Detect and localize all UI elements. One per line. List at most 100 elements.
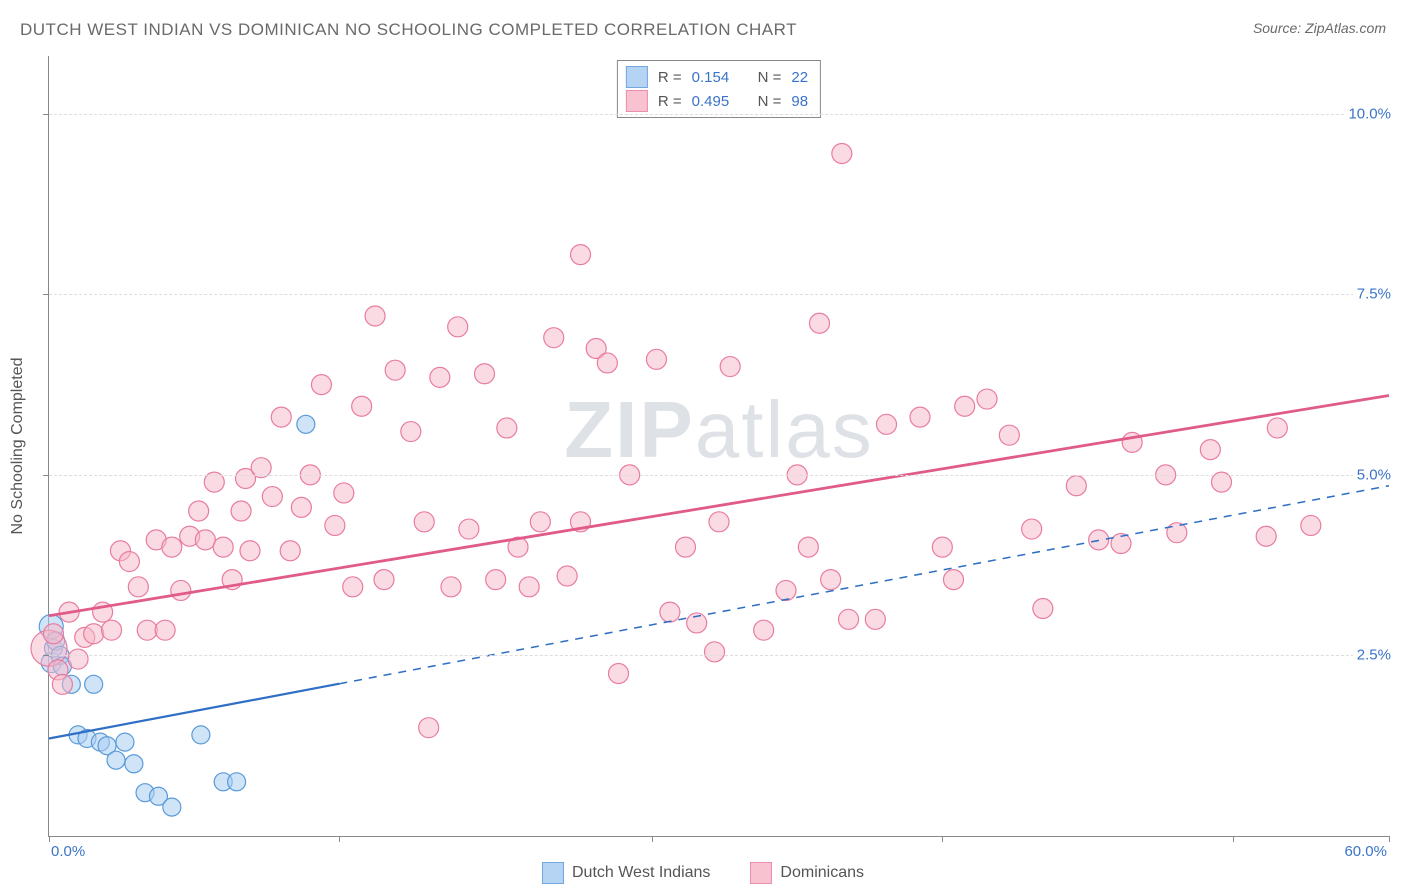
dominicans-point <box>798 537 818 557</box>
legend-label: Dominicans <box>780 864 864 882</box>
dominicans-point <box>189 501 209 521</box>
dominicans-point <box>486 570 506 590</box>
y-axis-label: No Schooling Completed <box>9 358 27 535</box>
dominicans-point <box>1066 476 1086 496</box>
dominicans-point <box>52 674 72 694</box>
dominicans-point <box>102 620 122 640</box>
dominicans-point <box>343 577 363 597</box>
dominicans-point <box>557 566 577 586</box>
xtick-mark <box>1233 836 1234 842</box>
dominicans-point <box>325 515 345 535</box>
dominicans-point <box>271 407 291 427</box>
dominicans-point <box>544 328 564 348</box>
dominicans-swatch-icon <box>750 862 772 884</box>
grid-line <box>49 294 1389 295</box>
dutch-swatch-icon <box>542 862 564 884</box>
dutch-point <box>125 755 143 773</box>
dominicans-point <box>839 609 859 629</box>
ytick-mark <box>43 655 49 656</box>
legend-row-dutch: R = 0.154 N = 22 <box>626 65 808 89</box>
dominicans-point <box>195 530 215 550</box>
dominicans-point <box>571 245 591 265</box>
dutch-r-value: 0.154 <box>692 69 748 86</box>
dominicans-point <box>821 570 841 590</box>
series-legend: Dutch West Indians Dominicans <box>542 862 864 884</box>
ytick-mark <box>43 114 49 115</box>
dominicans-point <box>832 144 852 164</box>
dominicans-point <box>119 552 139 572</box>
dominicans-point <box>137 620 157 640</box>
dominicans-point <box>334 483 354 503</box>
dominicans-point <box>475 364 495 384</box>
dutch-point <box>85 675 103 693</box>
dominicans-point <box>374 570 394 590</box>
dominicans-point <box>720 357 740 377</box>
dominicans-point <box>162 537 182 557</box>
dominicans-point <box>1033 599 1053 619</box>
dominicans-point <box>597 353 617 373</box>
dominicans-point <box>877 414 897 434</box>
dominicans-point <box>530 512 550 532</box>
dutch-point <box>297 415 315 433</box>
x-min-label: 0.0% <box>51 843 85 860</box>
dominicans-point <box>977 389 997 409</box>
x-max-label: 60.0% <box>1344 843 1387 860</box>
dominicans-point <box>385 360 405 380</box>
dominicans-point <box>497 418 517 438</box>
dominicans-point <box>676 537 696 557</box>
n-prefix: N = <box>758 69 782 86</box>
dominicans-point <box>352 396 372 416</box>
xtick-mark <box>1389 836 1390 842</box>
dominicans-point <box>519 577 539 597</box>
dominicans-point <box>754 620 774 640</box>
dominicans-point <box>1167 523 1187 543</box>
grid-line <box>49 655 1389 656</box>
dominicans-point <box>84 624 104 644</box>
dominicans-point <box>401 422 421 442</box>
dominicans-point <box>213 537 233 557</box>
ytick-mark <box>43 475 49 476</box>
dominicans-point <box>280 541 300 561</box>
chart-area: ZIPatlas R =0.154N =22R =0.495N =98 2.5%… <box>48 56 1389 837</box>
xtick-mark <box>49 836 50 842</box>
dutch-point <box>116 733 134 751</box>
legend-label: Dutch West Indians <box>572 864 710 882</box>
dominicans-swatch-icon <box>626 90 648 112</box>
r-prefix: R = <box>658 69 682 86</box>
dominicans-point <box>419 718 439 738</box>
xtick-mark <box>942 836 943 842</box>
dominicans-point <box>865 609 885 629</box>
ytick-mark <box>43 294 49 295</box>
dutch-n-value: 22 <box>791 69 808 86</box>
n-prefix: N = <box>758 93 782 110</box>
dominicans-point <box>999 425 1019 445</box>
dutch-point <box>163 798 181 816</box>
ytick-label: 10.0% <box>1344 105 1391 122</box>
dominicans-point <box>609 664 629 684</box>
dominicans-point <box>365 306 385 326</box>
dominicans-point <box>1301 515 1321 535</box>
legend-item-dominicans: Dominicans <box>750 862 864 884</box>
dominicans-point <box>646 349 666 369</box>
dutch-point <box>107 751 125 769</box>
dutch-point <box>192 726 210 744</box>
dominicans-point <box>441 577 461 597</box>
dominicans-point <box>430 367 450 387</box>
dominicans-point <box>155 620 175 640</box>
dominicans-point <box>171 580 191 600</box>
dominicans-point <box>240 541 260 561</box>
ytick-label: 7.5% <box>1353 286 1391 303</box>
dominicans-point <box>291 497 311 517</box>
ytick-label: 5.0% <box>1353 466 1391 483</box>
xtick-mark <box>652 836 653 842</box>
dominicans-point <box>68 649 88 669</box>
legend-item-dutch: Dutch West Indians <box>542 862 710 884</box>
scatter-plot-svg <box>49 56 1389 836</box>
ytick-label: 2.5% <box>1353 647 1391 664</box>
dominicans-point <box>43 624 63 644</box>
dominicans-point <box>128 577 148 597</box>
dominicans-point <box>1267 418 1287 438</box>
chart-title: DUTCH WEST INDIAN VS DOMINICAN NO SCHOOL… <box>20 20 797 40</box>
dominicans-point <box>955 396 975 416</box>
legend-row-dominicans: R =0.495N =98 <box>626 89 808 113</box>
